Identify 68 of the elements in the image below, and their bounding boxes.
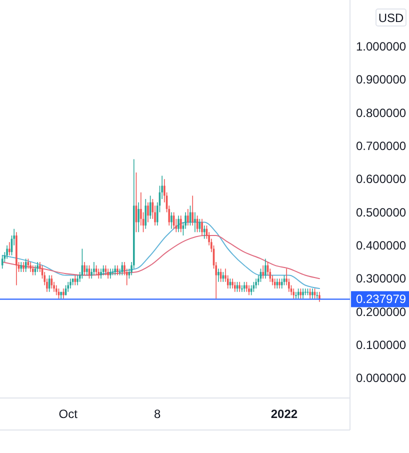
candlestick <box>116 264 118 276</box>
candlestick <box>20 262 22 272</box>
candlestick <box>100 268 102 279</box>
candlestick <box>110 268 112 279</box>
y-tick-label: 0.500000 <box>356 205 406 220</box>
y-tick-label: 1.000000 <box>356 39 406 54</box>
x-tick-label: Oct <box>58 407 78 421</box>
candlestick <box>62 288 64 299</box>
candlestick <box>218 268 220 282</box>
text: USD <box>378 11 404 25</box>
candlestick <box>246 282 248 292</box>
candlestick <box>192 195 194 226</box>
candlestick <box>194 212 196 233</box>
candlestick <box>55 284 58 296</box>
candlestick <box>309 288 311 299</box>
candlestick <box>107 268 109 279</box>
candlestick <box>32 264 34 276</box>
candlestick <box>30 262 32 272</box>
ref-line-label: 0.237979 <box>356 292 406 306</box>
candlestick <box>8 242 10 256</box>
candlestick <box>187 208 189 226</box>
candlestick <box>232 278 234 289</box>
candlestick <box>138 202 140 233</box>
candlestick <box>70 278 72 289</box>
candlestick <box>280 278 283 289</box>
candlestick <box>93 262 95 276</box>
candlestick <box>241 284 243 292</box>
candlestick <box>102 264 104 276</box>
candlestick <box>6 245 8 260</box>
candlestick <box>312 288 314 299</box>
y-tick-label: 0.600000 <box>356 172 406 186</box>
candlestick <box>147 202 149 223</box>
candlestick <box>84 262 86 276</box>
candlestick <box>302 288 304 299</box>
candlestick <box>36 262 38 272</box>
candlestick <box>248 284 250 296</box>
x-tick-label: 8 <box>154 407 162 421</box>
candlestick <box>238 282 240 292</box>
candlestick <box>316 291 318 299</box>
line-series <box>2 234 320 280</box>
candlestick <box>295 291 297 299</box>
x-tick-label: 2022 <box>270 407 298 421</box>
y-tick-label: 0.300000 <box>356 272 406 286</box>
candlestick <box>76 274 78 286</box>
candlestick <box>234 282 236 292</box>
candlestick <box>201 218 203 236</box>
candlestick <box>255 278 257 289</box>
y-tick-label: 0.800000 <box>356 106 406 120</box>
candlestick <box>180 215 182 233</box>
y-tick-label: 0.200000 <box>356 304 406 319</box>
candlestick <box>121 262 124 276</box>
candlestick <box>178 215 180 233</box>
candlestick <box>144 198 147 230</box>
candlestick <box>170 212 172 230</box>
candlestick <box>262 264 264 279</box>
y-tick-label: 0.000000 <box>356 371 406 386</box>
y-tick-label: 0.700000 <box>356 138 406 153</box>
y-tick-label: 0.100000 <box>356 338 406 352</box>
candlestick <box>114 264 116 276</box>
y-tick-label: 0.400000 <box>356 238 406 252</box>
candlestick <box>278 278 280 289</box>
candlestick <box>203 225 206 240</box>
y-tick-label: 0.900000 <box>356 72 406 87</box>
candlestick <box>292 288 295 299</box>
candlestick <box>264 258 266 279</box>
candlestick <box>67 282 70 292</box>
candlestick <box>86 264 88 276</box>
candlestick <box>22 262 24 272</box>
